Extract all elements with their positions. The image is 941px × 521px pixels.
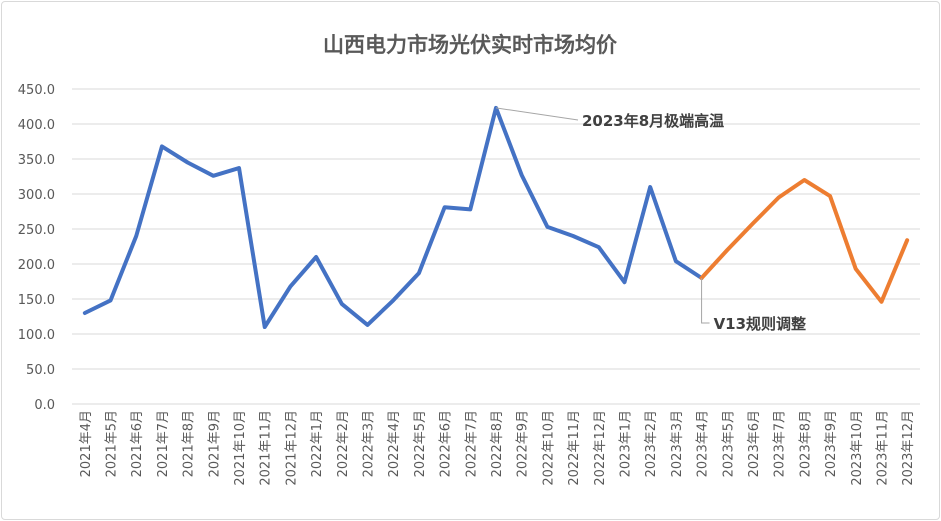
y-tick-label: 150.0 — [18, 293, 55, 308]
x-tick-label: 2023年3月 — [670, 410, 685, 477]
x-tick-label: 2022年1月 — [310, 410, 325, 477]
x-tick-label: 2021年10月 — [233, 410, 248, 486]
x-tick-label: 2022年2月 — [336, 410, 351, 477]
x-tick-label: 2021年4月 — [79, 410, 94, 477]
series-line-0 — [82, 105, 704, 329]
x-tick-label: 2023年6月 — [747, 410, 762, 477]
x-tick-label: 2023年7月 — [773, 410, 788, 477]
y-tick-label: 350.0 — [18, 153, 55, 168]
x-tick-label: 2023年12月 — [901, 410, 916, 486]
y-tick-label: 250.0 — [18, 223, 55, 238]
y-tick-label: 200.0 — [18, 258, 55, 273]
x-tick-label: 2023年1月 — [618, 410, 633, 477]
x-tick-label: 2022年7月 — [464, 410, 479, 477]
x-tick-label: 2021年8月 — [182, 410, 197, 477]
x-tick-label: 2021年9月 — [207, 410, 222, 477]
y-tick-label: 100.0 — [18, 328, 55, 343]
x-tick-label: 2022年10月 — [541, 410, 556, 486]
x-tick-label: 2023年11月 — [875, 410, 890, 486]
x-tick-label: 2023年9月 — [824, 410, 839, 477]
y-tick-label: 450.0 — [18, 83, 55, 98]
y-tick-label: 400.0 — [18, 118, 55, 133]
x-tick-label: 2023年5月 — [721, 410, 736, 477]
x-tick-label: 2023年2月 — [644, 410, 659, 477]
x-tick-label: 2022年12月 — [593, 410, 608, 486]
annotation-label: 2023年8月极端高温 — [582, 112, 724, 130]
x-tick-label: 2022年6月 — [439, 410, 454, 477]
x-tick-label: 2023年8月 — [798, 410, 813, 477]
y-tick-label: 300.0 — [18, 188, 55, 203]
x-tick-label: 2023年10月 — [850, 410, 865, 486]
x-tick-label: 2021年12月 — [284, 410, 299, 486]
x-tick-label: 2021年7月 — [156, 410, 171, 477]
x-tick-label: 2022年9月 — [516, 410, 531, 477]
x-tick-label: 2022年8月 — [490, 410, 505, 477]
x-tick-label: 2023年4月 — [696, 410, 711, 477]
chart-title: 山西电力市场光伏实时市场均价 — [323, 33, 618, 57]
annotation-leader — [495, 107, 579, 121]
x-tick-label: 2022年4月 — [387, 410, 402, 477]
x-tick-label: 2022年11月 — [567, 410, 582, 486]
x-tick-label: 2022年5月 — [413, 410, 428, 477]
x-tick-label: 2022年3月 — [362, 410, 377, 477]
y-tick-label: 50.0 — [26, 363, 55, 378]
x-tick-label: 2021年5月 — [105, 410, 120, 477]
annotation-label: V13规则调整 — [714, 315, 806, 333]
y-tick-label: 0.0 — [34, 398, 55, 413]
x-tick-label: 2021年6月 — [130, 410, 145, 477]
annotation-leader — [701, 278, 710, 324]
series-line-1 — [699, 178, 910, 304]
x-tick-label: 2021年11月 — [259, 410, 274, 486]
